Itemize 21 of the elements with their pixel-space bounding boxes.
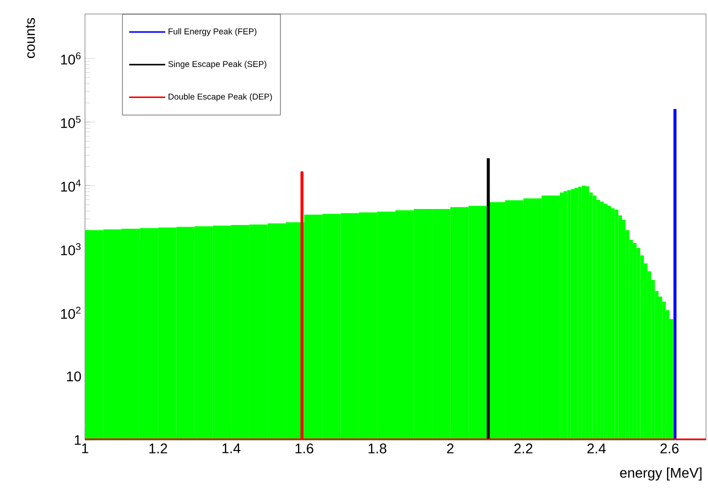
legend-label: Double Escape Peak (DEP) xyxy=(168,93,272,102)
x-tick-label: 1.2 xyxy=(149,444,168,454)
x-tick-label: 1.4 xyxy=(222,444,240,454)
x-tick-label: 1 xyxy=(82,444,88,454)
x-tick-label: 1.8 xyxy=(368,444,386,454)
y-tick-label: 10$^{4}$ xyxy=(61,180,81,192)
y-axis-title: counts xyxy=(26,18,35,58)
legend-label: Singe Escape Peak (SEP) xyxy=(168,60,266,69)
y-tick-label: 10$^{3}$ xyxy=(61,243,81,256)
y-tick-label: 10$^{5}$ xyxy=(61,116,81,128)
x-tick-label: 1.6 xyxy=(296,444,314,454)
legend-label: Full Energy Peak (FEP) xyxy=(168,28,256,36)
y-tick-label: 10$^{6}$ xyxy=(61,52,81,65)
x-axis-title: energy [MeV] xyxy=(620,468,702,481)
y-tick-label: 10 xyxy=(67,371,81,382)
y-tick-label: 1 xyxy=(74,435,81,445)
x-tick-label: 2 xyxy=(447,444,454,454)
x-tick-label: 2.2 xyxy=(514,444,532,454)
x-tick-label: 2.6 xyxy=(660,444,679,454)
x-tick-label: 2.4 xyxy=(587,444,606,454)
y-tick-label: 10$^{2}$ xyxy=(61,306,80,319)
